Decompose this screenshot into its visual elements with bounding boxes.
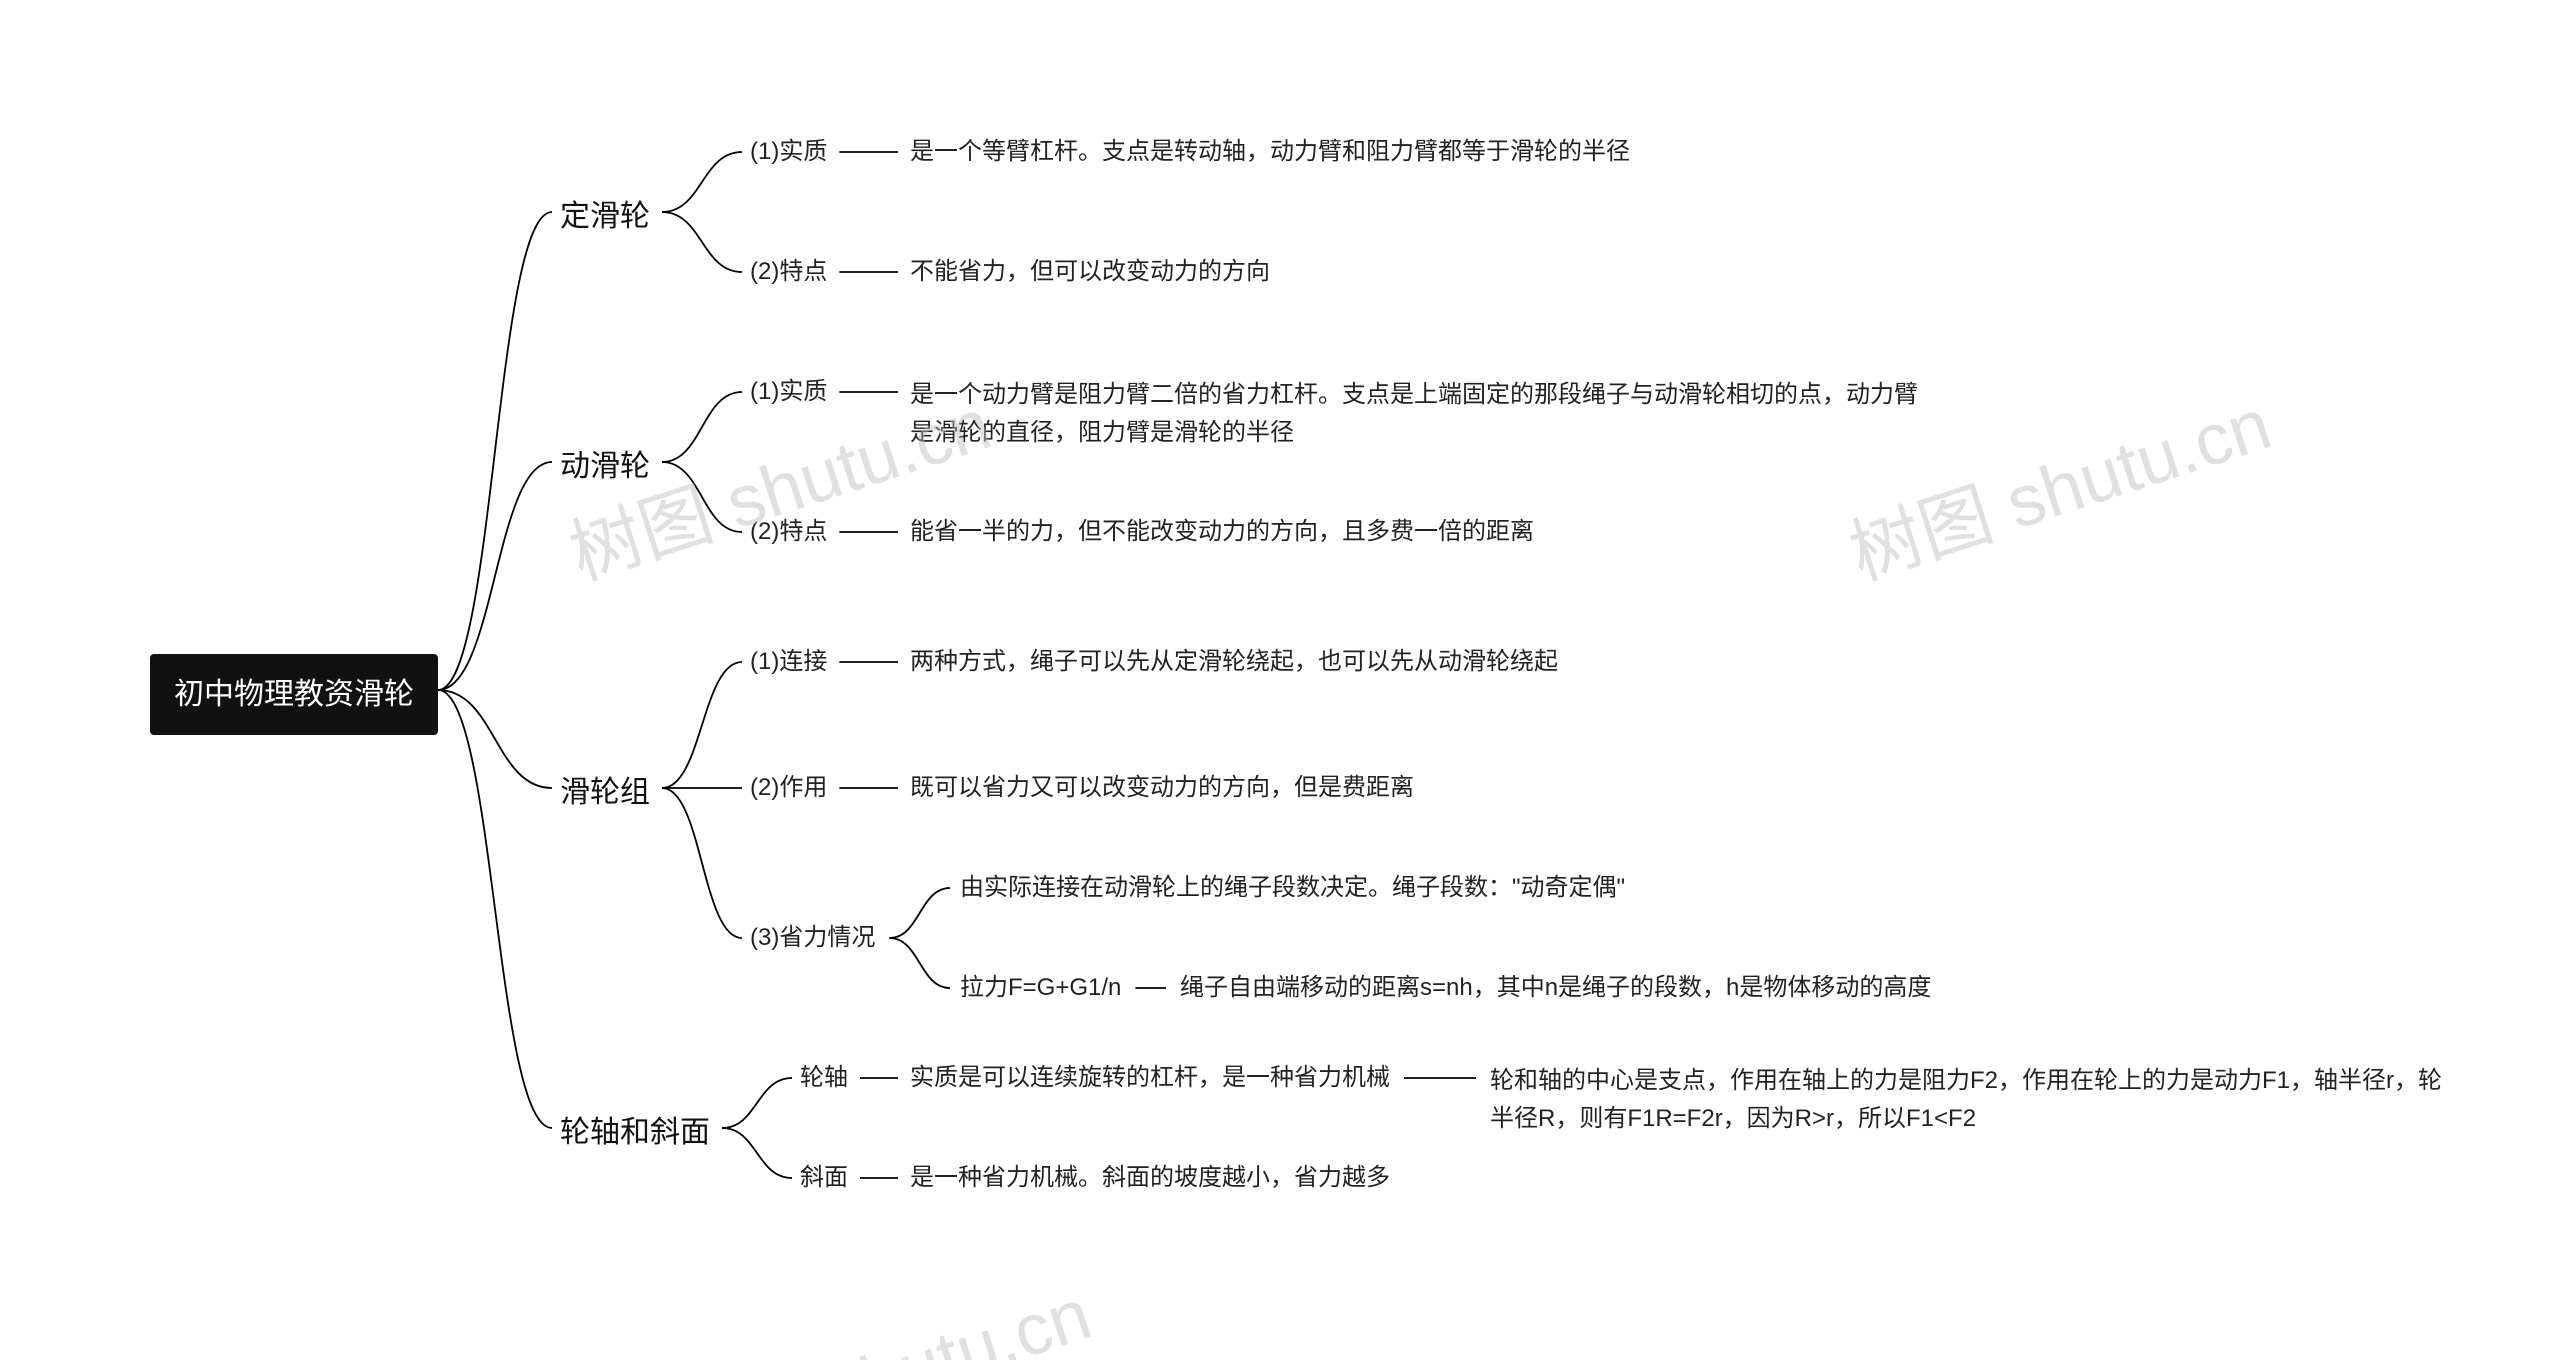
desc-0-1: 不能省力，但可以改变动力的方向 (910, 254, 1270, 290)
label-2-0: (1)连接 (750, 644, 827, 680)
desc-3-0: 实质是可以连续旋转的杠杆，是一种省力机械 (910, 1060, 1390, 1096)
branch-1: 动滑轮 (560, 444, 650, 489)
label-0-1: (2)特点 (750, 254, 827, 290)
tail-3-0: 轮和轴的中心是支点，作用在轴上的力是阻力F2，作用在轮上的力是动力F1，轴半径r… (1490, 1062, 2450, 1139)
subtail-2-2-1: 绳子自由端移动的距离s=nh，其中n是绳子的段数，h是物体移动的高度 (1180, 970, 1931, 1006)
sub-2-2-1: 拉力F=G+G1/n (960, 970, 1121, 1006)
branch-3: 轮轴和斜面 (560, 1110, 710, 1155)
desc-0-0: 是一个等臂杠杆。支点是转动轴，动力臂和阻力臂都等于滑轮的半径 (910, 134, 1630, 170)
label-0-0: (1)实质 (750, 134, 827, 170)
label-2-2: (3)省力情况 (750, 920, 875, 956)
label-2-1: (2)作用 (750, 770, 827, 806)
label-1-1: (2)特点 (750, 514, 827, 550)
desc-3-1: 是一种省力机械。斜面的坡度越小，省力越多 (910, 1160, 1390, 1196)
label-3-0: 轮轴 (800, 1060, 848, 1096)
sub-2-2-0: 由实际连接在动滑轮上的绳子段数决定。绳子段数："动奇定偶" (960, 870, 1625, 906)
desc-2-0: 两种方式，绳子可以先从定滑轮绕起，也可以先从动滑轮绕起 (910, 644, 1558, 680)
root-node: 初中物理教资滑轮 (150, 654, 438, 735)
desc-2-1: 既可以省力又可以改变动力的方向，但是费距离 (910, 770, 1414, 806)
desc-1-1: 能省一半的力，但不能改变动力的方向，且多费一倍的距离 (910, 514, 1534, 550)
branch-2: 滑轮组 (560, 770, 650, 815)
label-1-0: (1)实质 (750, 374, 827, 410)
branch-0: 定滑轮 (560, 194, 650, 239)
desc-1-0: 是一个动力臂是阻力臂二倍的省力杠杆。支点是上端固定的那段绳子与动滑轮相切的点，动… (910, 376, 1930, 453)
label-3-1: 斜面 (800, 1160, 848, 1196)
